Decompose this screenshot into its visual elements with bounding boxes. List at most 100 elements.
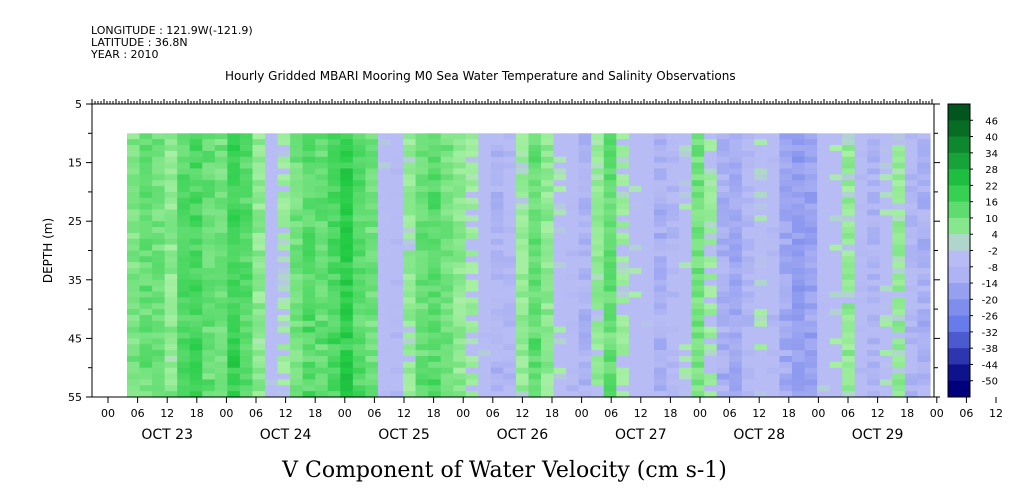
heatmap-cell bbox=[842, 320, 856, 328]
heatmap-cell bbox=[365, 139, 379, 146]
heatmap-cell bbox=[679, 227, 693, 234]
y-tick-label: 25 bbox=[68, 215, 82, 228]
heatmap-cell bbox=[892, 385, 906, 392]
heatmap-cell bbox=[641, 391, 655, 398]
heatmap-cell bbox=[829, 285, 843, 293]
heatmap-cell bbox=[867, 279, 881, 287]
heatmap-cell bbox=[566, 367, 580, 375]
heatmap-cell bbox=[139, 320, 153, 328]
heatmap-cell bbox=[503, 256, 517, 263]
heatmap-cell bbox=[892, 350, 906, 357]
heatmap-cell bbox=[302, 162, 316, 170]
heatmap-cell bbox=[854, 268, 868, 275]
x-tick-label: 00 bbox=[575, 407, 589, 420]
heatmap-cell bbox=[403, 303, 417, 310]
heatmap-cell bbox=[428, 203, 442, 211]
heatmap-cell bbox=[616, 238, 630, 246]
heatmap-cell bbox=[327, 291, 341, 298]
heatmap-cell bbox=[177, 238, 191, 246]
heatmap-cell bbox=[152, 350, 166, 357]
heatmap-cell bbox=[202, 227, 216, 234]
heatmap-cell bbox=[892, 326, 906, 334]
heatmap-cell bbox=[578, 344, 592, 351]
heatmap-cell bbox=[403, 162, 417, 170]
heatmap-cell bbox=[541, 133, 555, 140]
heatmap-cell bbox=[553, 338, 567, 345]
heatmap-cell bbox=[691, 291, 705, 298]
heatmap-cell bbox=[879, 250, 893, 257]
heatmap-cell bbox=[578, 314, 592, 322]
heatmap-cell bbox=[453, 338, 467, 345]
heatmap-cell bbox=[791, 133, 806, 140]
heatmap-cell bbox=[415, 168, 429, 175]
heatmap-cell bbox=[691, 197, 705, 205]
heatmap-cell bbox=[189, 314, 203, 322]
heatmap-cell bbox=[791, 303, 806, 310]
heatmap-cell bbox=[779, 197, 793, 205]
heatmap-cell bbox=[842, 139, 856, 146]
heatmap-cell bbox=[290, 297, 304, 304]
heatmap-cell bbox=[152, 344, 166, 351]
heatmap-cell bbox=[628, 227, 643, 234]
heatmap-cell bbox=[252, 227, 266, 234]
heatmap-cell bbox=[390, 191, 404, 199]
heatmap-cell bbox=[277, 332, 291, 339]
heatmap-cell bbox=[804, 168, 818, 175]
heatmap-cell bbox=[603, 162, 617, 170]
heatmap-cell bbox=[390, 332, 404, 339]
heatmap-cell bbox=[566, 256, 580, 263]
heatmap-cell bbox=[679, 297, 693, 304]
heatmap-cell bbox=[127, 250, 141, 257]
heatmap-cell bbox=[528, 391, 542, 398]
heatmap-cell bbox=[503, 168, 517, 175]
heatmap-cell bbox=[691, 350, 705, 357]
heatmap-cell bbox=[478, 344, 492, 351]
heatmap-cell bbox=[804, 227, 818, 234]
heatmap-cell bbox=[904, 385, 919, 392]
heatmap-cell bbox=[403, 209, 417, 216]
heatmap-cell bbox=[327, 250, 341, 257]
colorbar-swatch bbox=[948, 250, 970, 268]
heatmap-cell bbox=[766, 256, 781, 263]
heatmap-cell bbox=[403, 338, 417, 345]
heatmap-cell bbox=[490, 314, 505, 322]
heatmap-cell bbox=[741, 320, 755, 328]
heatmap-cell bbox=[804, 361, 818, 369]
heatmap-cell bbox=[302, 238, 316, 246]
heatmap-cell bbox=[804, 273, 818, 281]
heatmap-cell bbox=[754, 285, 768, 293]
heatmap-cell bbox=[829, 332, 843, 339]
heatmap-cell bbox=[127, 268, 141, 275]
heatmap-cell bbox=[691, 309, 705, 316]
heatmap-cell bbox=[453, 232, 467, 240]
heatmap-cell bbox=[152, 385, 166, 392]
heatmap-cell bbox=[766, 303, 781, 310]
heatmap-cell bbox=[578, 320, 592, 328]
heatmap-cell bbox=[879, 232, 893, 240]
heatmap-cell bbox=[716, 391, 730, 398]
heatmap-cell bbox=[214, 174, 228, 181]
heatmap-cell bbox=[465, 250, 479, 257]
heatmap-cell bbox=[377, 209, 392, 216]
x-date-label: OCT 27 bbox=[615, 427, 667, 443]
heatmap-cell bbox=[465, 145, 479, 152]
heatmap-cell bbox=[553, 285, 567, 293]
heatmap-cell bbox=[277, 133, 291, 140]
heatmap-cell bbox=[679, 344, 693, 351]
heatmap-cell bbox=[139, 250, 153, 257]
heatmap-cell bbox=[490, 203, 505, 211]
x-tick-label: 00 bbox=[930, 407, 944, 420]
heatmap-cell bbox=[127, 355, 141, 363]
heatmap-cell bbox=[566, 391, 580, 398]
heatmap-cell bbox=[189, 338, 203, 345]
heatmap-cell bbox=[829, 338, 843, 345]
heatmap-cell bbox=[553, 133, 567, 140]
heatmap-cell bbox=[616, 303, 630, 310]
heatmap-cell bbox=[842, 268, 856, 275]
heatmap-cell bbox=[415, 332, 429, 339]
heatmap-cell bbox=[390, 238, 404, 246]
heatmap-cell bbox=[490, 297, 505, 304]
heatmap-cell bbox=[641, 385, 655, 392]
heatmap-cell bbox=[252, 256, 266, 263]
heatmap-cell bbox=[490, 250, 505, 257]
